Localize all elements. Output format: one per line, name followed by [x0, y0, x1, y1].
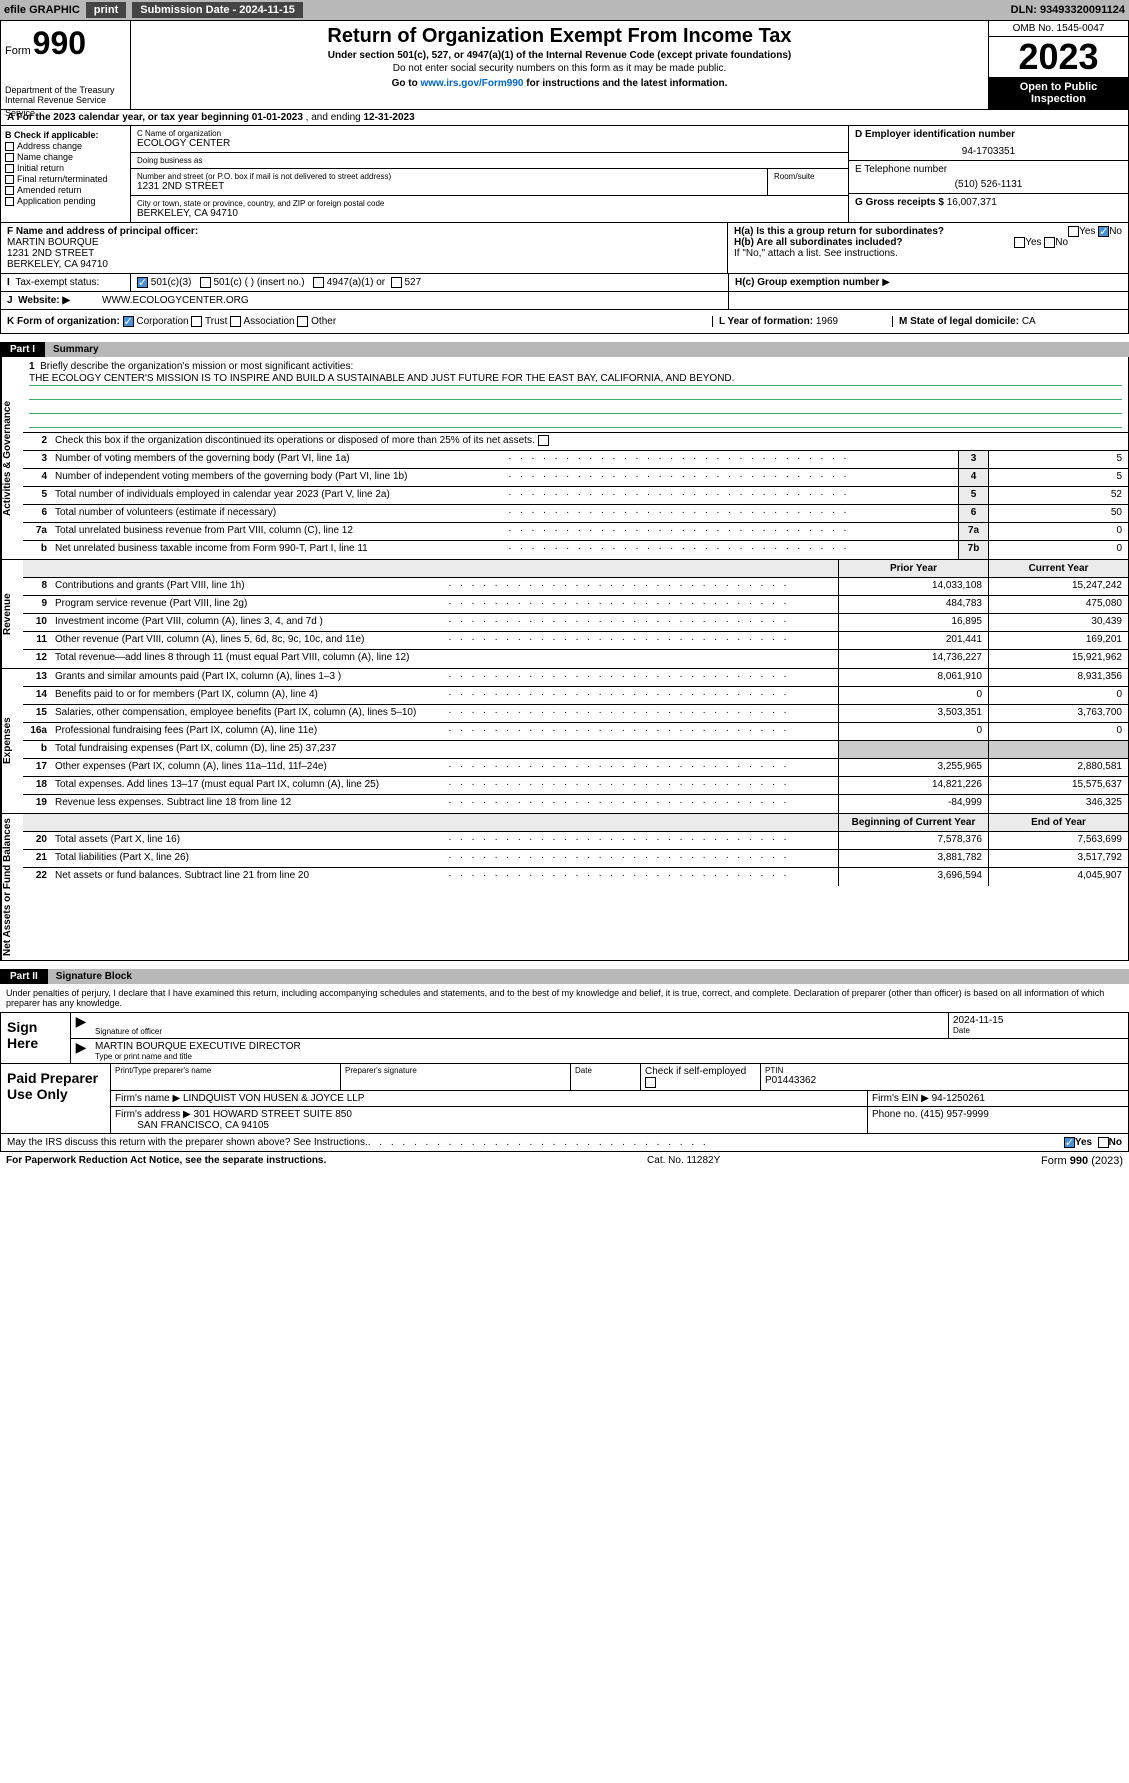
hb-yes-checkbox[interactable]: [1014, 237, 1025, 248]
ptin: P01443362: [765, 1075, 1124, 1086]
header-right: OMB No. 1545-0047 2023 Open to Public In…: [988, 21, 1128, 109]
right-col: D Employer identification number 94-1703…: [848, 126, 1128, 222]
expenses-tab: Expenses: [1, 669, 23, 813]
gross-receipts: 16,007,371: [947, 197, 997, 208]
part2-header: Part II Signature Block: [0, 969, 1129, 984]
top-toolbar: efile GRAPHIC print Submission Date - 20…: [0, 0, 1129, 20]
officer-row: F Name and address of principal officer:…: [0, 223, 1129, 274]
dln-label: DLN: 93493320091124: [1011, 4, 1125, 16]
phone: (510) 526-1131: [855, 179, 1122, 190]
netassets-tab: Net Assets or Fund Balances: [1, 814, 23, 960]
efile-label: efile GRAPHIC: [4, 4, 80, 16]
mission-text: THE ECOLOGY CENTER'S MISSION IS TO INSPI…: [29, 372, 1122, 386]
header-left: Form 990 Department of the Treasury Inte…: [1, 21, 131, 109]
officer-name: MARTIN BOURQUE: [7, 237, 99, 248]
part1-header: Part I Summary: [0, 342, 1129, 357]
501c-checkbox[interactable]: [200, 277, 211, 288]
amended-return-checkbox[interactable]: [5, 186, 14, 195]
corp-checkbox[interactable]: [123, 316, 134, 327]
l3-val: 5: [988, 451, 1128, 468]
governance-section: Activities & Governance 1 Briefly descri…: [0, 357, 1129, 560]
l4-val: 5: [988, 469, 1128, 486]
trust-checkbox[interactable]: [191, 316, 202, 327]
assoc-checkbox[interactable]: [230, 316, 241, 327]
527-checkbox[interactable]: [391, 277, 402, 288]
ein: 94-1703351: [855, 146, 1122, 157]
k-row: K Form of organization: Corporation Trus…: [0, 310, 1129, 334]
goto-line: Go to www.irs.gov/Form990 for instructio…: [139, 78, 980, 89]
form990-link[interactable]: www.irs.gov/Form990: [420, 78, 523, 89]
dept-label: Department of the Treasury Internal Reve…: [5, 85, 126, 105]
firm-phone: (415) 957-9999: [920, 1109, 988, 1120]
firm-name: LINDQUIST VON HUSEN & JOYCE LLP: [183, 1093, 365, 1104]
preparer-block: Paid Preparer Use Only Print/Type prepar…: [0, 1064, 1129, 1134]
status-row: I Tax-exempt status: 501(c)(3) 501(c) ( …: [0, 274, 1129, 292]
final-return-checkbox[interactable]: [5, 175, 14, 184]
discuss-no-checkbox[interactable]: [1098, 1137, 1109, 1148]
governance-tab: Activities & Governance: [1, 357, 23, 559]
name-change-checkbox[interactable]: [5, 153, 14, 162]
hb-no-checkbox[interactable]: [1044, 237, 1055, 248]
form-number: 990: [33, 25, 86, 62]
initial-return-checkbox[interactable]: [5, 164, 14, 173]
website-row: J Website: ▶ WWW.ECOLOGYCENTER.ORG: [0, 292, 1129, 310]
discontinued-checkbox[interactable]: [538, 435, 549, 446]
state-domicile: CA: [1022, 316, 1036, 327]
period-row: Service A For the 2023 calendar year, or…: [0, 110, 1129, 126]
firm-ein: 94-1250261: [932, 1093, 985, 1104]
org-name: ECOLOGY CENTER: [137, 138, 842, 149]
submission-date-label: Submission Date - 2024-11-15: [132, 2, 303, 18]
year-formation: 1969: [816, 316, 838, 327]
form-title: Return of Organization Exempt From Incom…: [139, 25, 980, 48]
irs-discuss-row: May the IRS discuss this return with the…: [0, 1134, 1129, 1152]
org-address: 1231 2ND STREET: [137, 181, 761, 192]
netassets-section: Net Assets or Fund Balances Beginning of…: [0, 814, 1129, 961]
omb-number: OMB No. 1545-0047: [989, 21, 1128, 37]
ha-no-checkbox[interactable]: [1098, 226, 1109, 237]
form-note: Do not enter social security numbers on …: [139, 63, 980, 74]
app-pending-checkbox[interactable]: [5, 197, 14, 206]
form-word: Form: [5, 45, 31, 57]
l6-val: 50: [988, 505, 1128, 522]
self-employed-checkbox[interactable]: [645, 1077, 656, 1088]
revenue-tab: Revenue: [1, 560, 23, 668]
print-button[interactable]: print: [86, 2, 126, 18]
website-url: WWW.ECOLOGYCENTER.ORG: [96, 292, 728, 309]
501c3-checkbox[interactable]: [137, 277, 148, 288]
signature-intro: Under penalties of perjury, I declare th…: [0, 984, 1129, 1012]
ha-yes-checkbox[interactable]: [1068, 226, 1079, 237]
revenue-section: Revenue Prior YearCurrent Year 8Contribu…: [0, 560, 1129, 669]
l7b-val: 0: [988, 541, 1128, 559]
form-footer: For Paperwork Reduction Act Notice, see …: [0, 1152, 1129, 1170]
form-subtitle: Under section 501(c), 527, or 4947(a)(1)…: [139, 50, 980, 61]
l5-val: 52: [988, 487, 1128, 504]
expenses-section: Expenses 13Grants and similar amounts pa…: [0, 669, 1129, 814]
addr-change-checkbox[interactable]: [5, 142, 14, 151]
org-city: BERKELEY, CA 94710: [137, 208, 842, 219]
l7a-val: 0: [988, 523, 1128, 540]
signer-name: MARTIN BOURQUE EXECUTIVE DIRECTOR: [95, 1041, 1124, 1052]
other-checkbox[interactable]: [297, 316, 308, 327]
box-c: C Name of organization ECOLOGY CENTER Do…: [131, 126, 848, 222]
box-b: B Check if applicable: Address change Na…: [1, 126, 131, 222]
header-mid: Return of Organization Exempt From Incom…: [131, 21, 988, 109]
form-header: Form 990 Department of the Treasury Inte…: [0, 20, 1129, 110]
tax-year: 2023: [989, 37, 1128, 77]
main-info: B Check if applicable: Address change Na…: [0, 126, 1129, 223]
discuss-yes-checkbox[interactable]: [1064, 1137, 1075, 1148]
sign-here-block: Sign Here ▶ Signature of officer 2024-11…: [0, 1012, 1129, 1064]
4947-checkbox[interactable]: [313, 277, 324, 288]
open-public-badge: Open to Public Inspection: [989, 77, 1128, 109]
